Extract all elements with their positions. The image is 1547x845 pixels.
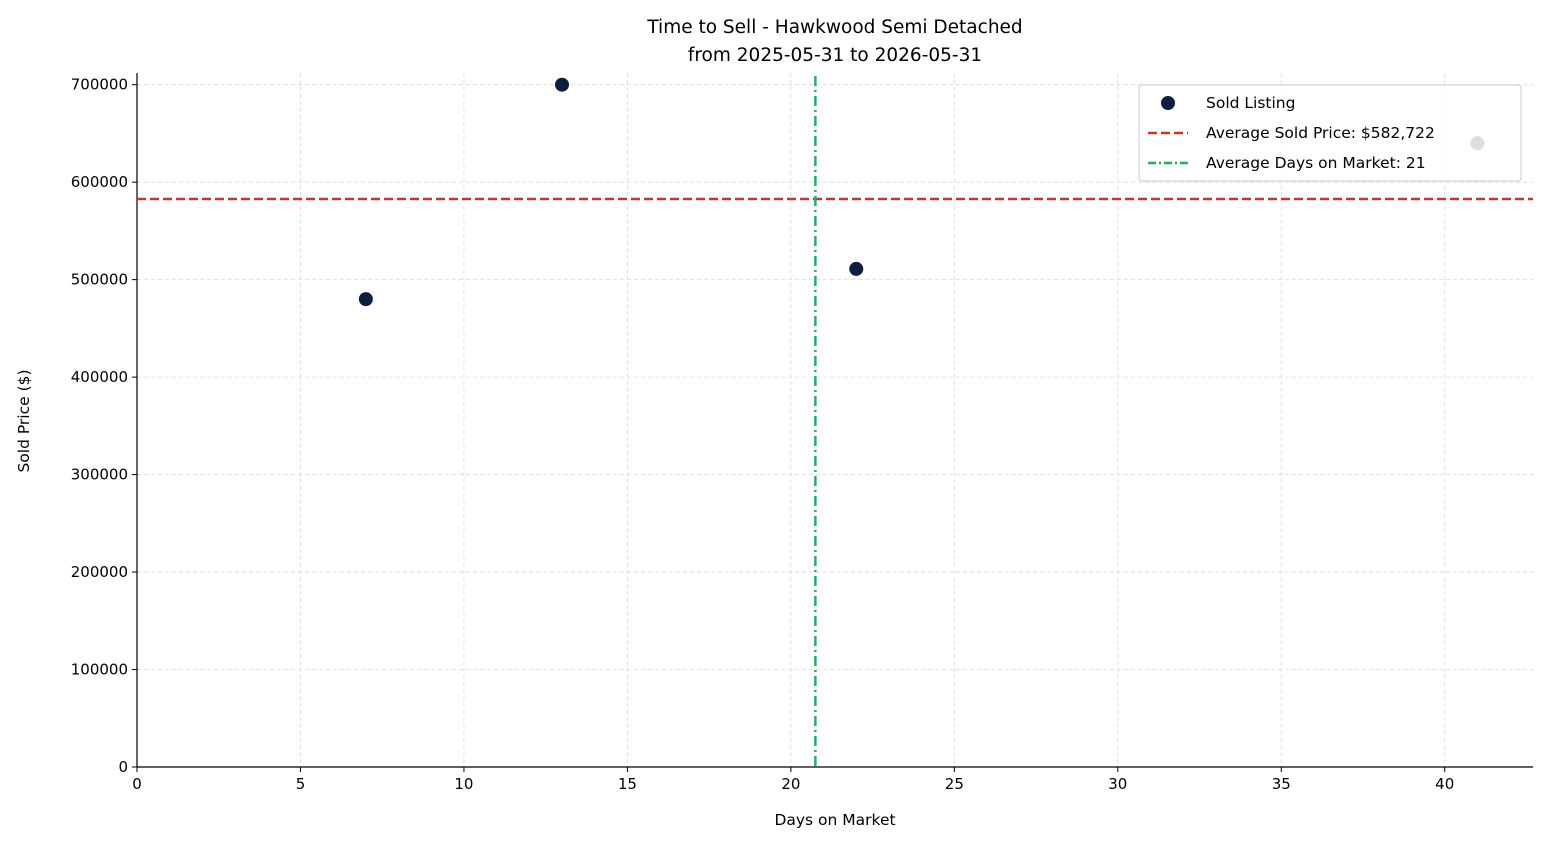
y-axis-label: Sold Price ($): [15, 369, 33, 472]
axes: 0 5 10 15 20 25 30 35 40 0 100000 200000 300000 40000…: [71, 73, 1533, 793]
x-axis-label: Days on Market: [774, 811, 895, 829]
x-tick-label: 35: [1272, 775, 1291, 793]
legend-label-avg-price: Average Sold Price: $582,722: [1206, 124, 1435, 142]
legend: Sold Listing Average Sold Price: $582,72…: [1138, 84, 1522, 182]
sold-listing-point: [849, 261, 864, 276]
legend-marker-sold-listing: [1161, 96, 1175, 110]
x-tick-label: 25: [945, 775, 964, 793]
y-tick-label: 0: [118, 758, 128, 776]
y-tick-label: 100000: [71, 661, 128, 679]
legend-label-sold-listing: Sold Listing: [1206, 94, 1295, 112]
sold-listing-point: [358, 292, 373, 307]
x-tick-label: 0: [132, 775, 142, 793]
reference-lines: [137, 76, 1533, 767]
x-tick-label: 5: [296, 775, 306, 793]
x-tick-label: 40: [1435, 775, 1454, 793]
y-tick-label: 200000: [71, 563, 128, 581]
y-tick-label: 700000: [71, 76, 128, 94]
chart-subtitle: from 2025-05-31 to 2026-05-31: [688, 45, 982, 66]
y-tick-label: 500000: [71, 271, 128, 289]
y-tick-label: 600000: [71, 173, 128, 191]
x-tick-label: 10: [454, 775, 473, 793]
x-tick-label: 30: [1108, 775, 1127, 793]
sold-listing-point: [555, 77, 570, 92]
legend-label-avg-days: Average Days on Market: 21: [1206, 154, 1426, 172]
x-tick-label: 15: [618, 775, 637, 793]
x-tick-label: 20: [781, 775, 800, 793]
legend-box: [1138, 84, 1522, 182]
y-tick-label: 300000: [71, 466, 128, 484]
chart-title: Time to Sell - Hawkwood Semi Detached: [646, 17, 1022, 38]
y-tick-label: 400000: [71, 368, 128, 386]
